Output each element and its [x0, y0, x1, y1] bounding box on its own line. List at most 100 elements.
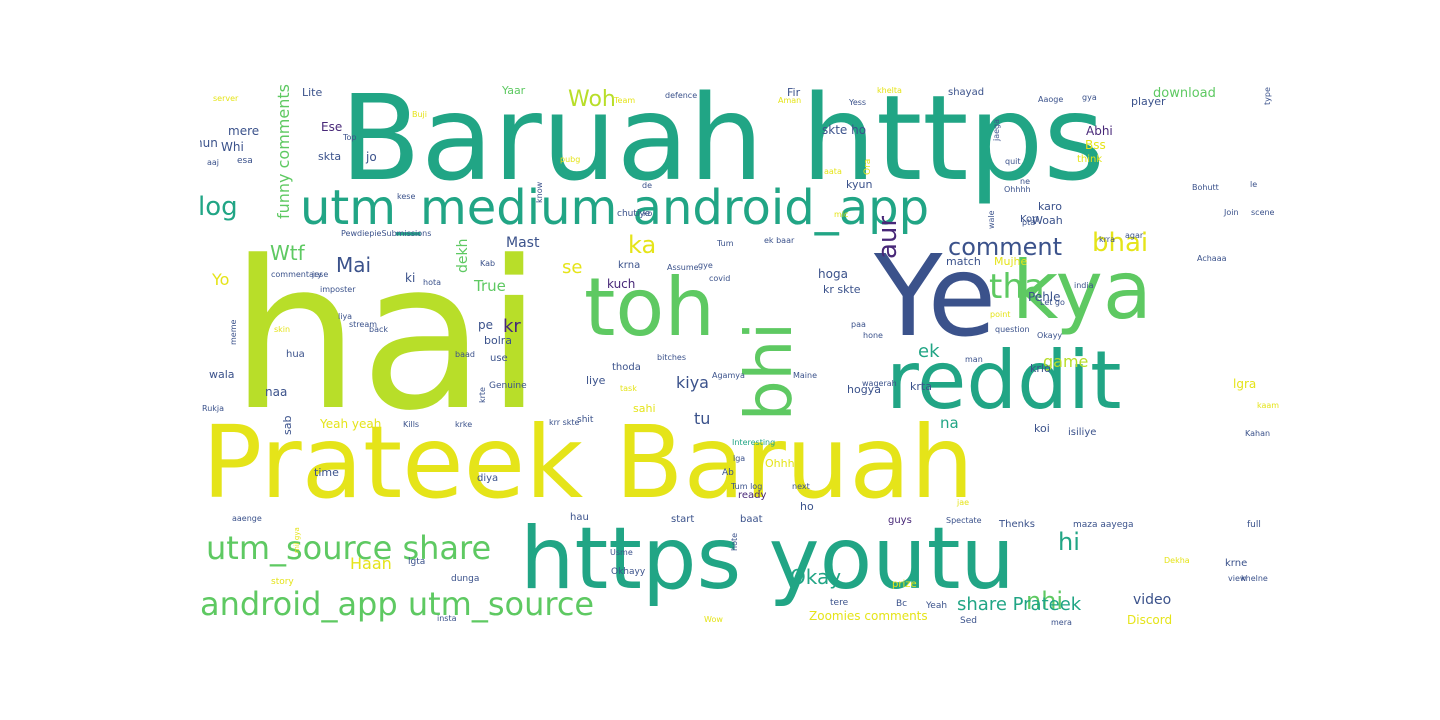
word: hogya — [847, 383, 881, 396]
word: paa — [851, 320, 866, 329]
word: Join — [1224, 208, 1239, 217]
word: Aaoge — [1038, 95, 1064, 104]
word: hone — [863, 331, 883, 340]
word: Kills — [403, 420, 420, 429]
word: Buji — [412, 110, 428, 119]
word: type — [1263, 87, 1272, 105]
word: isiliye — [1068, 427, 1097, 438]
word: krta — [910, 380, 932, 393]
word: back — [369, 325, 389, 334]
word: hua — [286, 349, 305, 360]
word: guys — [888, 515, 912, 526]
word: kr skte — [823, 283, 861, 296]
word: esa — [237, 156, 253, 166]
word: ek baar — [764, 236, 795, 245]
word: Top — [343, 133, 357, 142]
word: de — [642, 181, 652, 190]
word: Wow — [704, 615, 723, 624]
word: Prateek Baruah — [202, 404, 974, 521]
word: point — [990, 310, 1011, 319]
word: question — [995, 325, 1030, 334]
word: reddit — [886, 334, 1122, 427]
word: krlo — [1030, 362, 1051, 375]
word: man — [965, 355, 983, 364]
word: Ohhh — [765, 457, 795, 470]
word: na — [940, 414, 959, 432]
word: Ohhhh — [1004, 185, 1031, 194]
word: kr — [503, 316, 521, 337]
word: agar — [1125, 231, 1144, 240]
word: shayad — [948, 87, 985, 98]
word: aur — [873, 215, 903, 259]
word: toh — [584, 261, 716, 354]
word: aaenge — [232, 514, 262, 523]
word: naa — [265, 385, 288, 399]
word: hoga — [818, 267, 848, 281]
word: liye — [586, 374, 606, 387]
word: jae — [957, 498, 970, 507]
word: scene — [1251, 208, 1275, 217]
word: krra — [1099, 235, 1115, 244]
word: Agamya — [712, 371, 745, 380]
word: next — [792, 482, 810, 491]
word: ho — [800, 500, 814, 513]
word: think — [1077, 154, 1103, 165]
word: Assume — [667, 263, 699, 272]
word: skta — [318, 150, 342, 163]
word: wale — [987, 210, 996, 229]
word: Usme — [610, 548, 633, 557]
word: player — [1131, 95, 1166, 108]
word: mere — [228, 124, 260, 138]
word: hai — [230, 218, 543, 456]
word: view — [1228, 574, 1247, 583]
word: start — [671, 514, 695, 525]
word: maza aayega — [1073, 520, 1134, 530]
word: share Prateek — [957, 594, 1082, 615]
word: Yeah yeah — [320, 417, 382, 431]
word: lgta — [408, 557, 426, 567]
word: krte — [478, 387, 487, 403]
word: chutiye — [617, 209, 651, 219]
word: wala — [209, 368, 235, 381]
word: ko — [643, 209, 653, 218]
word: kya — [1012, 244, 1152, 337]
word: stream — [349, 320, 378, 329]
word: Okay — [790, 565, 842, 589]
word: Baruah https — [340, 83, 1105, 207]
word: krr skte — [549, 418, 580, 427]
word: android_app utm_source — [200, 585, 595, 623]
word: Discord — [1127, 613, 1173, 627]
word: Tum — [717, 239, 734, 248]
word: tha — [989, 267, 1045, 307]
word: bolra — [484, 334, 513, 347]
word: krne — [1225, 558, 1248, 569]
word: Mast — [506, 235, 540, 251]
word: Abhi — [1086, 124, 1113, 138]
word: pe — [478, 318, 493, 332]
word: khelta — [877, 86, 902, 95]
word: Rukja — [202, 404, 225, 413]
word: video — [1133, 592, 1172, 608]
word: Yess — [849, 98, 867, 107]
word: utm_medium android_app — [300, 180, 930, 236]
word: mic — [834, 210, 849, 219]
word: thoda — [612, 362, 641, 373]
word: jese — [312, 270, 329, 279]
word: game — [1043, 352, 1089, 371]
word: hote — [730, 532, 739, 551]
word: meme — [229, 319, 238, 345]
word: Dekha — [1164, 556, 1190, 565]
word: utm_source share — [206, 529, 492, 567]
word: dekh — [455, 238, 471, 273]
word: Zoomies comments — [809, 609, 928, 623]
word: Achaaa — [1197, 254, 1227, 263]
word: Maine — [793, 371, 818, 380]
word: time — [314, 466, 339, 479]
word: ne — [1020, 177, 1030, 186]
word: insta — [437, 614, 457, 623]
word: lgra — [1233, 377, 1257, 391]
word: quit — [1005, 157, 1021, 166]
word: Woh — [568, 87, 616, 112]
word: Whi — [221, 140, 244, 154]
word: gye — [698, 261, 713, 270]
